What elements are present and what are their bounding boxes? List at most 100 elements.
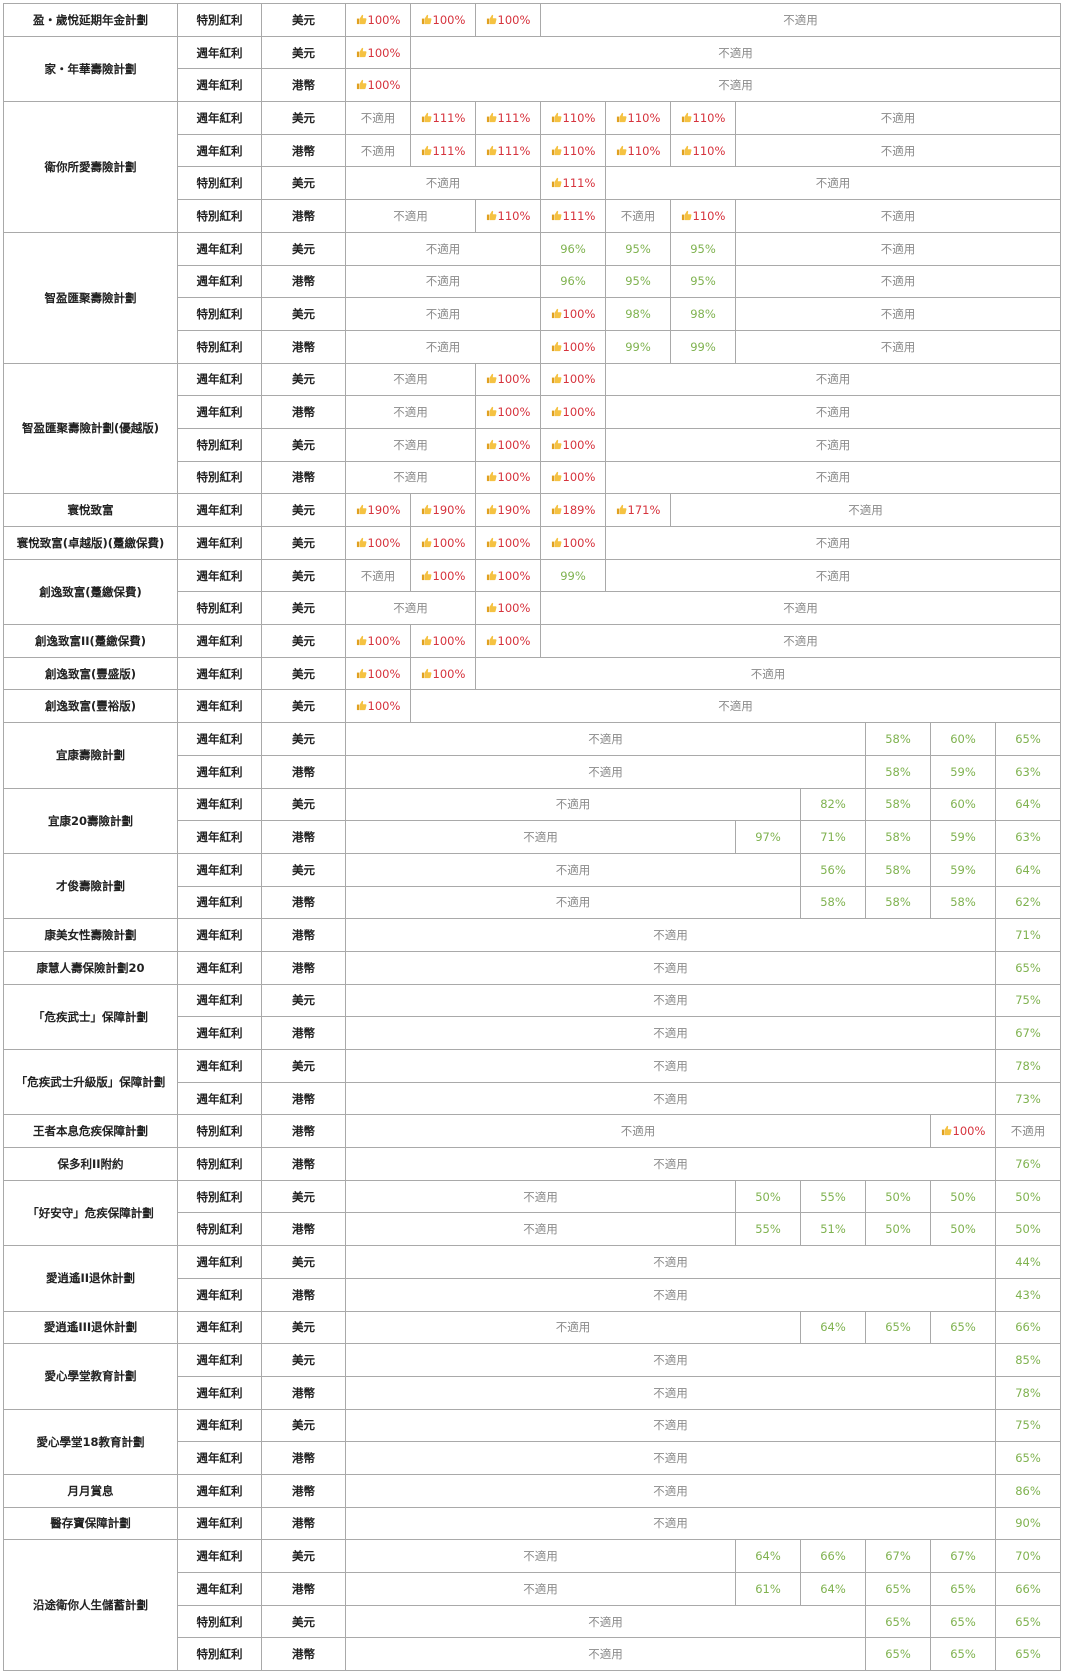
ratio-value: 110% <box>627 110 661 125</box>
dividend-type: 週年紅利 <box>177 101 262 135</box>
ratio-cell: 99% <box>605 329 671 364</box>
currency: 港幣 <box>261 1212 346 1247</box>
not-applicable-cell: 不適用 <box>410 68 1061 103</box>
thumbs-up-icon <box>551 406 562 417</box>
not-applicable-cell: 不適用 <box>345 1572 736 1606</box>
currency: 美元 <box>261 852 346 887</box>
thumbs-up-icon <box>486 210 497 221</box>
thumbs-up-icon <box>356 635 367 646</box>
ratio-cell: 66% <box>995 1572 1061 1606</box>
thumbs-up-icon <box>486 471 497 482</box>
ratio-cell-high: 190% <box>410 493 476 527</box>
ratio-cell-high: 100% <box>345 689 411 724</box>
ratio-cell: 64% <box>735 1539 801 1573</box>
ratio-value: 100% <box>497 535 531 550</box>
product-name: 月月賞息 <box>3 1473 178 1508</box>
ratio-cell: 82% <box>800 787 866 822</box>
ratio-cell: 98% <box>670 297 736 331</box>
table-row: 保多利II附約 特別紅利 港幣 不適用 76% <box>3 1147 1061 1181</box>
ratio-value: 100% <box>432 666 466 681</box>
ratio-cell: 43% <box>995 1277 1061 1312</box>
thumbs-up-icon <box>356 504 367 515</box>
ratio-value: 100% <box>367 633 401 648</box>
thumbs-up-icon <box>486 537 497 548</box>
ratio-cell-high: 100% <box>540 427 606 462</box>
table-row: 特別紅利 美元 不適用 100% 98% 98% 不適用 <box>4 297 1061 331</box>
not-applicable-cell: 不適用 <box>735 231 1061 266</box>
ratio-cell: 71% <box>800 820 866 854</box>
product-name: 愛逍遙III退休計劃 <box>3 1310 178 1345</box>
not-applicable-cell: 不適用 <box>345 1179 736 1214</box>
not-applicable-cell: 不適用 <box>735 329 1061 364</box>
product-name: 創逸致富(豐裕版) <box>3 689 178 724</box>
product-name: 愛心學堂18教育計劃 <box>3 1408 178 1475</box>
dividend-type: 特別紅利 <box>177 460 262 495</box>
ratio-cell-high: 100% <box>475 427 541 462</box>
table-row: 「危疾武士」保障計劃 週年紅利 美元 不適用 75% <box>3 983 1061 1051</box>
ratio-cell-high: 100% <box>345 35 411 70</box>
ratio-cell: 85% <box>995 1343 1061 1377</box>
ratio-cell: 60% <box>930 722 996 756</box>
not-applicable-cell: 不適用 <box>345 722 866 756</box>
ratio-cell: 95% <box>670 264 736 299</box>
ratio-cell: 64% <box>800 1310 866 1345</box>
thumbs-up-icon <box>421 14 432 25</box>
dividend-type: 特別紅利 <box>177 329 262 364</box>
ratio-cell-high: 100% <box>345 68 411 103</box>
dividend-type: 週年紅利 <box>177 1506 262 1541</box>
ratio-cell-high: 100% <box>345 3 411 37</box>
dividend-type: 週年紅利 <box>177 1245 262 1279</box>
ratio-cell-high: 100% <box>475 558 541 593</box>
product-name: 「好安守」危疾保障計劃 <box>3 1179 178 1247</box>
ratio-cell: 50% <box>930 1212 996 1247</box>
product-name: 盈・歲悅延期年金計劃 <box>3 3 178 37</box>
thumbs-up-icon <box>421 668 432 679</box>
thumbs-up-icon <box>486 145 497 156</box>
currency: 美元 <box>261 1408 346 1443</box>
not-applicable-cell: 不適用 <box>345 950 996 985</box>
ratio-cell: 58% <box>930 885 996 920</box>
currency: 美元 <box>261 1604 346 1639</box>
dividend-type: 週年紅利 <box>177 820 262 854</box>
ratio-value: 100% <box>562 307 596 322</box>
currency: 港幣 <box>261 1637 346 1672</box>
dividend-type: 週年紅利 <box>177 133 262 168</box>
not-applicable-cell: 不適用 <box>540 624 1061 658</box>
thumbs-up-icon <box>486 112 497 123</box>
ratio-value: 110% <box>627 143 661 158</box>
ratio-cell: 65% <box>930 1572 996 1606</box>
ratio-cell: 75% <box>995 1408 1061 1443</box>
table-row: 寰悅致富(卓越版)(躉繳保費) 週年紅利 美元 100% 100% 100% 100% 不適用 <box>3 526 1061 560</box>
ratio-cell: 78% <box>995 1049 1061 1083</box>
table-row: 醫存寶保障計劃 週年紅利 港幣 不適用 90% <box>3 1506 1061 1541</box>
dividend-type: 週年紅利 <box>177 1539 262 1573</box>
not-applicable-cell: 不適用 <box>345 852 801 887</box>
ratio-cell-high: 111% <box>410 133 476 168</box>
ratio-cell-high: 100% <box>410 624 476 658</box>
product-name: 醫存寶保障計劃 <box>3 1506 178 1541</box>
ratio-cell: 65% <box>995 950 1061 985</box>
table-row: 週年紅利 港幣 不適用 111% 111% 110% 110% 110% 不適用 <box>4 133 1061 168</box>
ratio-value: 100% <box>432 568 466 583</box>
dividend-type: 週年紅利 <box>177 787 262 822</box>
currency: 港幣 <box>261 264 346 299</box>
not-applicable-cell: 不適用 <box>735 297 1061 331</box>
ratio-value: 100% <box>432 535 466 550</box>
not-applicable-cell: 不適用 <box>735 264 1061 299</box>
table-row: 週年紅利 港幣 不適用 58% 58% 58% 62% <box>4 885 1061 920</box>
currency: 美元 <box>261 3 346 37</box>
dividend-type: 週年紅利 <box>177 689 262 724</box>
ratio-value: 100% <box>562 405 596 420</box>
dividend-type: 週年紅利 <box>177 1049 262 1083</box>
dividend-type: 週年紅利 <box>177 1343 262 1377</box>
currency: 美元 <box>261 624 346 658</box>
table-row: 週年紅利 港幣 不適用 97% 71% 58% 59% 63% <box>4 820 1061 854</box>
ratio-cell-high: 100% <box>540 362 606 397</box>
product-name: 宜康壽險計劃 <box>3 722 178 789</box>
ratio-cell-high: 100% <box>540 329 606 364</box>
thumbs-up-icon <box>421 570 432 581</box>
not-applicable-cell: 不適用 <box>345 329 541 364</box>
thumbs-up-icon <box>551 145 562 156</box>
not-applicable-cell: 不適用 <box>605 526 1061 560</box>
ratio-value: 110% <box>497 208 531 223</box>
